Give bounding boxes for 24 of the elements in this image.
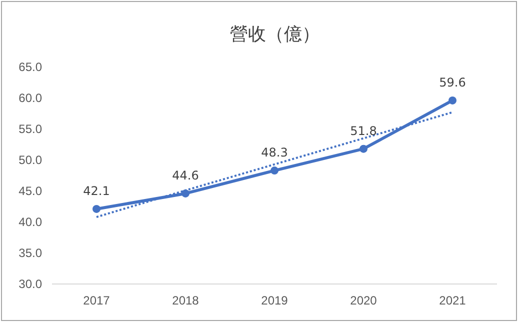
y-tick-label: 40.0 (18, 214, 42, 229)
data-label: 42.1 (83, 184, 110, 198)
data-label: 51.8 (350, 124, 377, 138)
x-tick-label: 2021 (439, 294, 466, 308)
y-tick-label: 60.0 (18, 90, 42, 105)
point (92, 204, 100, 213)
x-tick-label: 2018 (172, 294, 200, 308)
data-label: 59.6 (439, 75, 466, 90)
x-tick-label: 2017 (83, 294, 110, 308)
point (360, 144, 368, 153)
x-tick-label: 2019 (261, 294, 288, 308)
y-tick-label: 55.0 (18, 122, 42, 136)
y-tick-label: 35.0 (18, 246, 42, 260)
y-tick-label: 45.0 (18, 184, 42, 198)
x-tick-label: 2020 (350, 294, 378, 308)
chart-title: 營收（億） (230, 24, 320, 45)
data-label: 48.3 (261, 146, 288, 160)
point (270, 166, 278, 175)
y-tick-label: 50.0 (18, 152, 42, 167)
y-tick-label: 65.0 (18, 60, 42, 74)
point (448, 96, 456, 104)
data-label: 44.6 (172, 168, 199, 182)
point (182, 189, 190, 198)
y-tick-label: 30.0 (18, 276, 42, 291)
